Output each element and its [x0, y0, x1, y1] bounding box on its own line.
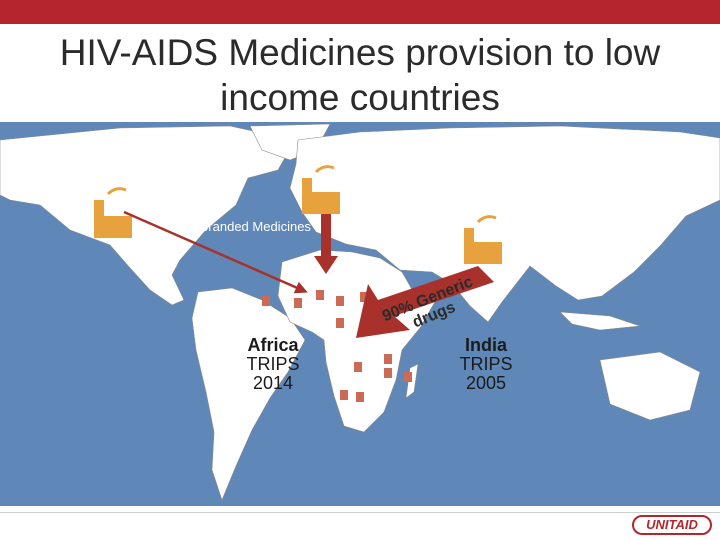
footer-divider [0, 512, 720, 513]
slide-title: HIV-AIDS Medicines provision to low inco… [59, 32, 661, 118]
factory-icon-usa [94, 187, 132, 238]
continent-australia [599, 351, 701, 421]
africa-line-3: 2014 [252, 373, 294, 393]
continent-south-america [191, 287, 306, 501]
india-line-1: India [464, 335, 507, 355]
europe-arrow-head [314, 256, 338, 274]
islands-indonesia [559, 311, 641, 331]
world-map-graphic [0, 123, 720, 501]
india-line-2: TRIPS [459, 354, 513, 374]
india-trips-label: India TRIPS 2005 [446, 336, 526, 393]
europe-arrow-shaft [321, 214, 331, 258]
africa-line-2: TRIPS [246, 354, 300, 374]
india-line-3: 2005 [465, 373, 507, 393]
pill-bottle-icon [262, 290, 412, 402]
factory-icon-india [464, 215, 502, 264]
continent-north-america [0, 125, 296, 306]
branded-arrow [123, 210, 308, 294]
africa-trips-label: Africa TRIPS 2014 [228, 336, 318, 393]
top-accent-bar [0, 0, 720, 24]
generic-arrow [356, 266, 494, 338]
unitaid-logo: UNITAID [632, 515, 712, 535]
branded-medicines-label: 10% Branded Medicines [170, 219, 311, 234]
africa-line-1: Africa [247, 335, 299, 355]
factory-icon-europe [302, 165, 340, 214]
world-map [0, 122, 720, 506]
